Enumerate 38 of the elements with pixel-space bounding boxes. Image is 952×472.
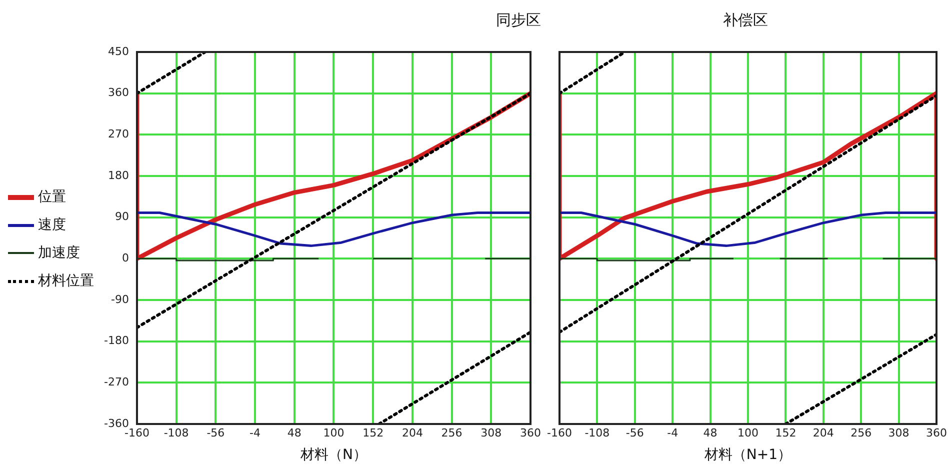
y-tick-label: -180 [104,334,129,348]
x-tick-label: 100 [737,426,758,440]
x-axis-title: 材料（N） [299,447,367,464]
x-tick-label: -4 [667,426,678,440]
x-tick-label: 204 [402,426,423,440]
legend-label: 材料位置 [38,272,94,290]
x-tick-label: 100 [323,426,344,440]
y-tick-label: 0 [122,252,129,265]
y-tick-label: 450 [108,44,129,58]
x-tick-label: 204 [812,426,834,440]
x-axis-title: 材料（N+1） [703,447,792,464]
x-tick-label: 152 [362,426,384,440]
x-tick-label: 48 [703,426,718,440]
x-tick-label: 152 [775,426,796,440]
legend-label: 位置 [38,188,66,206]
x-tick-label: -4 [250,426,261,440]
y-tick-label: 90 [114,210,129,224]
y-tick-label: 360 [108,86,129,100]
x-tick-label: -108 [164,426,189,440]
x-tick-label: 256 [850,426,872,440]
x-tick-label: -56 [626,426,644,440]
x-tick-label: 308 [888,426,910,440]
x-tick-label: -56 [206,426,225,440]
x-tick-label: 48 [287,426,302,440]
chart-title: 补偿区 [723,10,768,29]
x-tick-label: -160 [547,426,572,440]
y-tick-label: -90 [110,292,129,306]
x-tick-label: 360 [926,426,947,440]
x-tick-label: 256 [441,426,462,440]
legend-label: 加速度 [38,244,80,262]
y-tick-label: 180 [108,168,129,182]
legend-label: 速度 [38,216,66,234]
chart-title: 同步区 [496,10,541,29]
x-tick-label: 308 [480,426,502,440]
y-tick-label: -270 [104,376,129,389]
x-tick-label: 360 [520,426,541,440]
x-tick-label: -108 [584,426,610,440]
y-tick-label: 270 [108,128,129,141]
